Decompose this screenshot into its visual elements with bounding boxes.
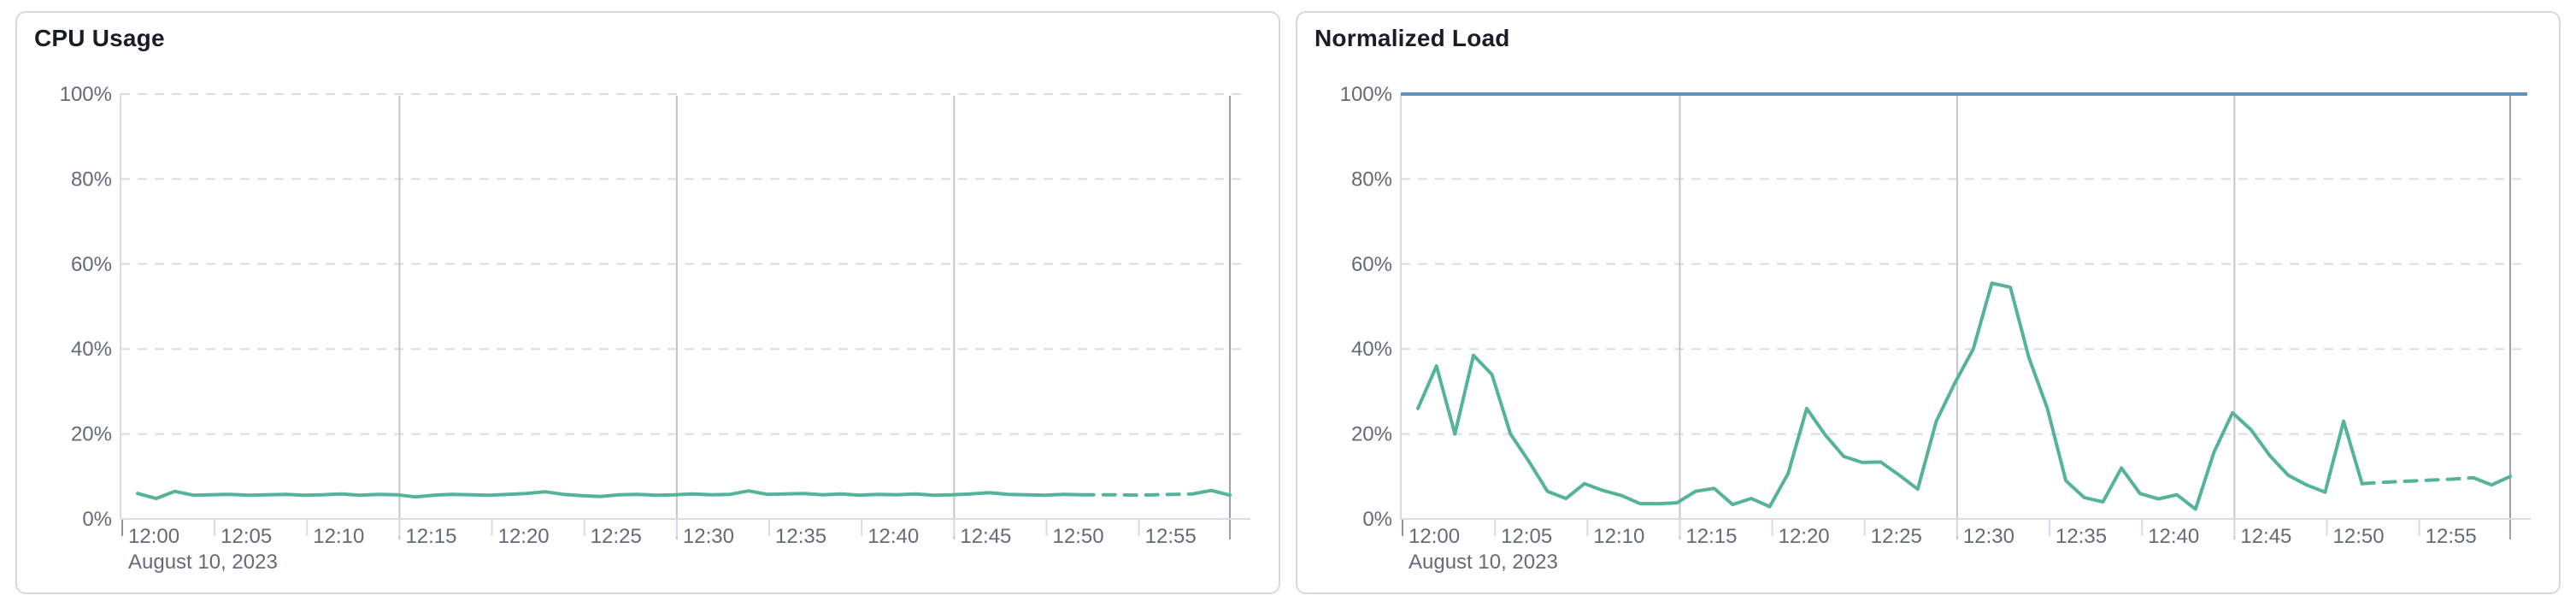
x-tick-label: 12:40 [2148, 525, 2199, 548]
y-tick-label: 80% [71, 168, 112, 191]
y-tick-label: 100% [60, 83, 112, 106]
y-tick-label: 20% [71, 423, 112, 446]
y-tick-label: 0% [82, 508, 112, 531]
x-tick-label: 12:35 [775, 525, 826, 548]
y-tick-label: 100% [1340, 83, 1392, 106]
date-context-label: August 10, 2023 [1409, 551, 1558, 574]
x-tick-label: 12:45 [960, 525, 1011, 548]
x-tick-label: 12:45 [2240, 525, 2291, 548]
panel-title-normalized-load: Normalized Load [1314, 25, 1510, 51]
date-context-label: August 10, 2023 [128, 551, 278, 574]
panel-title-cpu-usage: CPU Usage [34, 25, 165, 51]
x-tick-label: 12:15 [405, 525, 456, 548]
panel-normalized-load: Normalized Load 0% 20% 40% 60% 80% 100% 12:00 1… [1296, 11, 2561, 594]
x-tick-label: 12:15 [1685, 525, 1737, 548]
y-tick-label: 80% [1351, 168, 1392, 191]
x-tick-label: 12:20 [1779, 525, 1830, 548]
x-tick-label: 12:50 [1053, 525, 1104, 548]
x-tick-label: 12:30 [1963, 525, 2014, 548]
y-tick-label: 60% [1351, 253, 1392, 276]
x-tick-label: 12:30 [683, 525, 734, 548]
cpu-usage-chart[interactable]: 0% 20% 40% 60% 80% 100% 12:00 12:05 12:10 12:15 12… [17, 13, 1279, 592]
x-tick-label: 12:25 [1871, 525, 1922, 548]
x-tick-label: 12:05 [221, 525, 272, 548]
panel-cpu-usage: CPU Usage 0% 20% 40% 60% 80% 100% 12:00 12:05 12… [15, 11, 1280, 594]
x-tick-label: 12:10 [313, 525, 364, 548]
series-line-dashed [1079, 492, 1195, 498]
x-tick-label: 12:40 [867, 525, 919, 548]
series-line [1191, 488, 1232, 498]
x-tick-label: 12:55 [2426, 525, 2477, 548]
y-tick-label: 20% [1351, 423, 1392, 446]
series-line-dashed [2360, 475, 2475, 486]
x-tick-label: 12:50 [2333, 525, 2385, 548]
series-line [2471, 474, 2512, 487]
x-tick-label: 12:00 [128, 525, 179, 548]
x-tick-label: 12:35 [2056, 525, 2107, 548]
x-tick-label: 12:25 [591, 525, 642, 548]
y-tick-label: 0% [1362, 508, 1392, 531]
series-line [136, 489, 1084, 501]
y-tick-label: 40% [71, 338, 112, 361]
y-tick-label: 60% [71, 253, 112, 276]
x-tick-label: 12:00 [1409, 525, 1460, 548]
x-tick-label: 12:05 [1501, 525, 1552, 548]
x-tick-label: 12:10 [1593, 525, 1644, 548]
x-tick-label: 12:55 [1145, 525, 1197, 548]
x-tick-label: 12:20 [498, 525, 550, 548]
series-line [1416, 281, 2364, 511]
normalized-load-chart[interactable]: 0% 20% 40% 60% 80% 100% 12:00 12:05 12:10 12:15 12… [1297, 13, 2559, 592]
y-tick-label: 40% [1351, 338, 1392, 361]
